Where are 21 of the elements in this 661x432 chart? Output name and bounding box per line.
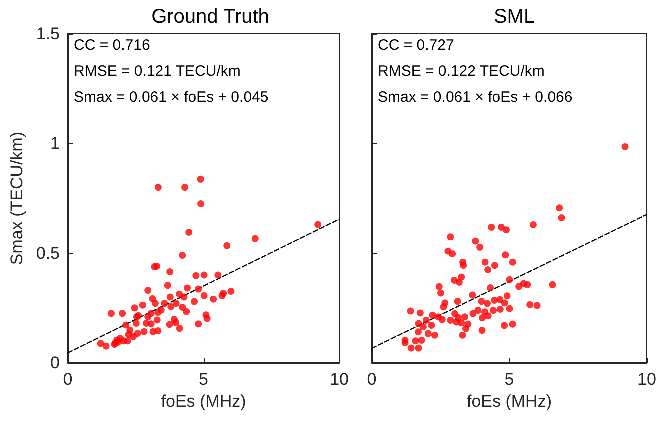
y-axis-title: Smax (TECU/km) xyxy=(7,132,26,266)
annotation: RMSE = 0.122 TECU/km xyxy=(378,63,545,80)
x-tick-label: 5 xyxy=(199,370,209,389)
x-axis-title: foEs (MHz) xyxy=(467,392,552,411)
x-tick-label: 0 xyxy=(63,370,73,389)
x-tick-label: 5 xyxy=(504,370,514,389)
x-tick-label: 10 xyxy=(638,370,656,389)
y-tick-label: 1.5 xyxy=(36,24,60,44)
annotation: CC = 0.716 xyxy=(74,37,150,54)
annotation: RMSE = 0.121 TECU/km xyxy=(74,63,241,80)
y-tick-label: 1 xyxy=(50,134,60,154)
annotation: Smax = 0.061 × foEs + 0.045 xyxy=(74,89,269,106)
annotation: Smax = 0.061 × foEs + 0.066 xyxy=(378,89,573,106)
x-axis-title: foEs (MHz) xyxy=(161,392,246,411)
x-tick-label: 10 xyxy=(330,370,350,389)
y-tick-label: 0 xyxy=(50,354,60,372)
chart-title: SML xyxy=(494,6,536,28)
y-tick-label: 0.5 xyxy=(36,244,60,263)
x-tick-label: 0 xyxy=(367,370,377,389)
annotation: CC = 0.727 xyxy=(378,37,454,54)
chart-title: Ground Truth xyxy=(152,6,270,28)
